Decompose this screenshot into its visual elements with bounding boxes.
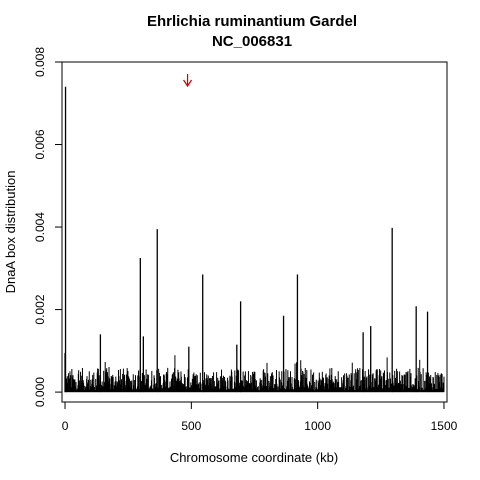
plot-frame bbox=[61, 61, 448, 403]
arrow-annotation bbox=[183, 74, 193, 88]
arrow-head bbox=[183, 79, 193, 88]
x-tick-label: 1500 bbox=[431, 419, 458, 433]
y-axis: 0.000 0.002 0.004 0.006 0.008 bbox=[33, 47, 63, 407]
chart-title: Ehrlichia ruminantium Gardel bbox=[147, 13, 357, 30]
x-tick-label: 0 bbox=[62, 419, 69, 433]
y-tick-label: 0.000 bbox=[33, 377, 47, 407]
y-tick-label: 0.008 bbox=[33, 47, 47, 77]
y-axis-label: DnaA box distribution bbox=[3, 171, 18, 294]
x-axis: 0 500 1000 1500 bbox=[62, 401, 458, 433]
y-tick-label: 0.006 bbox=[33, 129, 47, 159]
x-tick-label: 1000 bbox=[304, 419, 331, 433]
y-tick-label: 0.002 bbox=[33, 294, 47, 324]
x-tick-label: 500 bbox=[181, 419, 201, 433]
bars-group bbox=[64, 86, 445, 393]
chart-subtitle: NC_006831 bbox=[212, 33, 292, 50]
y-tick-label: 0.004 bbox=[33, 212, 47, 242]
x-axis-label: Chromosome coordinate (kb) bbox=[170, 450, 338, 465]
